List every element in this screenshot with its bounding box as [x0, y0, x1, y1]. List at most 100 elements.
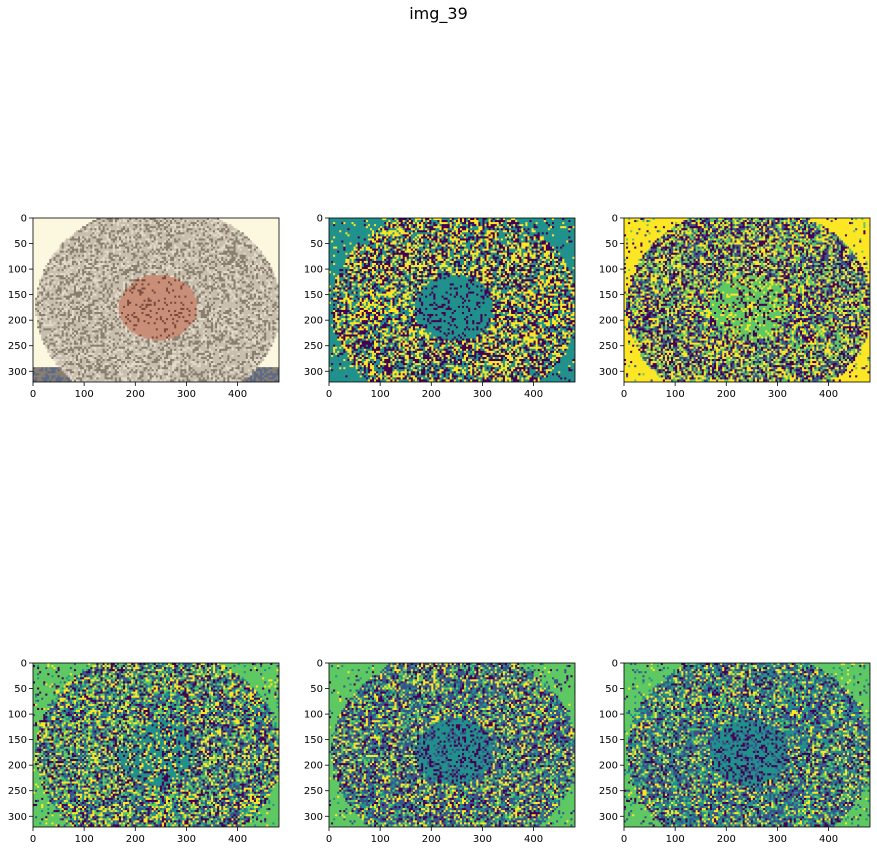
pixel-cell — [157, 291, 161, 295]
pixel-cell — [80, 265, 83, 268]
pixel-cell — [165, 252, 169, 256]
pixel-cell — [266, 242, 269, 246]
pixel-cell — [86, 269, 89, 272]
pixel-cell — [43, 262, 46, 266]
pixel-cell — [186, 226, 190, 229]
pixel-cell — [114, 238, 118, 242]
pixel-cell — [108, 248, 112, 252]
pixel-cell — [182, 254, 185, 258]
pixel-cell — [59, 254, 63, 258]
pixel-cell — [196, 281, 200, 284]
pixel-cell — [260, 258, 263, 262]
pixel-cell — [243, 238, 247, 242]
pixel-cell — [186, 277, 190, 280]
pixel-cell — [219, 281, 222, 284]
pixel-cell — [176, 244, 179, 248]
pixel-cell — [35, 244, 38, 248]
pixel-cell — [82, 230, 85, 233]
pixel-cell — [276, 285, 279, 289]
pixel-cell — [104, 269, 108, 272]
pixel-cell — [35, 236, 38, 240]
pixel-cell — [139, 236, 143, 240]
pixel-cell — [168, 283, 171, 287]
pixel-cell — [63, 267, 67, 270]
pixel-cell — [104, 256, 108, 260]
pixel-cell — [229, 295, 233, 299]
pixel-cell — [133, 295, 136, 299]
pixel-cell — [155, 240, 159, 244]
pixel-cell — [108, 267, 112, 270]
pixel-cell — [153, 260, 157, 264]
pixel-cell — [94, 289, 98, 293]
pixel-cell — [75, 293, 79, 297]
pixel-cell — [69, 275, 73, 278]
pixel-cell — [116, 283, 120, 287]
pixel-cell — [262, 252, 265, 256]
pixel-cell — [149, 246, 153, 250]
pixel-cell — [178, 295, 181, 299]
pixel-cell — [153, 269, 157, 272]
pixel-cell — [88, 248, 91, 252]
pixel-cell — [51, 240, 55, 244]
pixel-cell — [120, 295, 124, 299]
pixel-cell — [155, 256, 159, 260]
pixel-cell — [82, 244, 85, 248]
pixel-cell — [204, 240, 208, 244]
pixel-cell — [251, 254, 255, 258]
pixel-cell — [204, 269, 208, 272]
pixel-cell — [118, 265, 122, 268]
pixel-cell — [86, 297, 89, 301]
pixel-cell — [100, 295, 104, 299]
pixel-cell — [161, 232, 165, 235]
pixel-cell — [276, 279, 279, 282]
pixel-cell — [155, 269, 159, 272]
pixel-cell — [153, 222, 157, 225]
pixel-cell — [149, 299, 153, 303]
pixel-cell — [178, 254, 181, 258]
pixel-cell — [188, 224, 192, 227]
pixel-cell — [245, 289, 249, 293]
pixel-cell — [133, 265, 136, 268]
pixel-cell — [151, 277, 155, 280]
pixel-cell — [80, 250, 83, 254]
pixel-cell — [139, 224, 143, 227]
pixel-cell — [192, 295, 196, 299]
pixel-cell — [45, 269, 48, 272]
pixel-cell — [55, 242, 59, 246]
pixel-cell — [262, 271, 265, 274]
pixel-cell — [116, 271, 120, 274]
pixel-cell — [151, 262, 155, 266]
pixel-cell — [153, 271, 157, 274]
pixel-cell — [270, 291, 273, 295]
pixel-cell — [168, 236, 171, 240]
pixel-cell — [51, 232, 55, 235]
pixel-cell — [104, 287, 108, 291]
pixel-cell — [39, 287, 42, 291]
pixel-cell — [245, 228, 249, 231]
pixel-cell — [174, 240, 177, 244]
pixel-cell — [227, 285, 230, 289]
pixel-cell — [235, 262, 239, 266]
pixel-cell — [182, 287, 185, 291]
pixel-cell — [82, 232, 85, 235]
pixel-cell — [88, 297, 91, 301]
pixel-cell — [106, 293, 110, 297]
pixel-cell — [35, 265, 38, 268]
pixel-cell — [157, 254, 161, 258]
pixel-cell — [202, 269, 206, 272]
pixel-cell — [210, 291, 214, 295]
pixel-cell — [90, 265, 93, 268]
pixel-cell — [208, 244, 212, 248]
pixel-cell — [231, 256, 235, 260]
pixel-cell — [266, 226, 269, 229]
pixel-cell — [223, 226, 226, 229]
pixel-cell — [45, 226, 48, 229]
pixel-cell — [55, 291, 59, 295]
pixel-cell — [141, 256, 145, 260]
pixel-cell — [213, 218, 216, 221]
pixel-cell — [67, 246, 71, 250]
pixel-cell — [276, 277, 279, 280]
pixel-cell — [151, 248, 155, 252]
pixel-cell — [110, 230, 114, 233]
pixel-cell — [118, 232, 122, 235]
